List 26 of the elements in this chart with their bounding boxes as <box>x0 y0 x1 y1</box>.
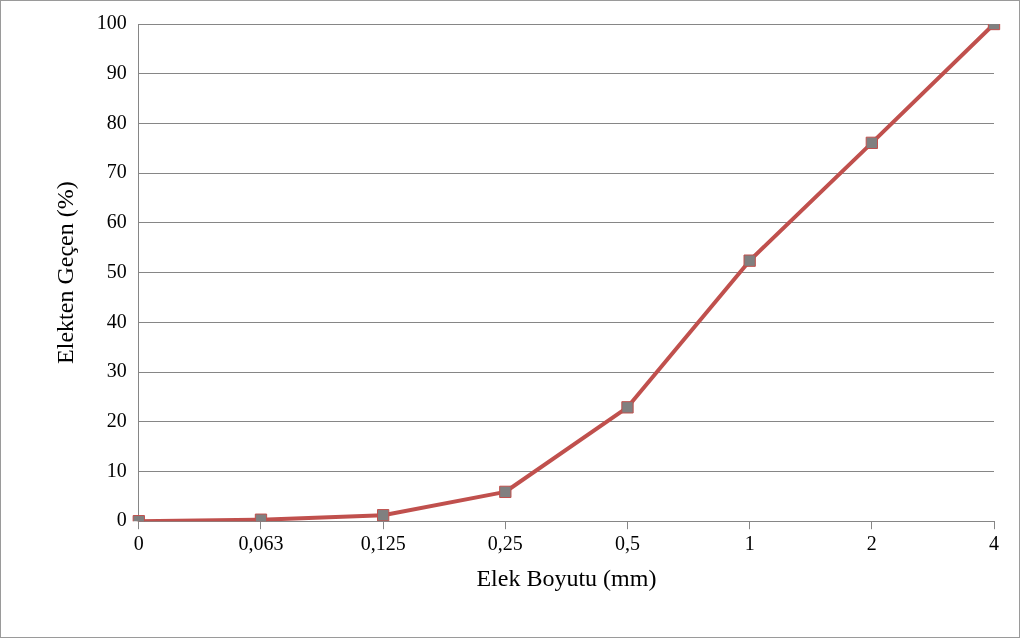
y-tick-label: 80 <box>106 110 127 133</box>
y-tick-label: 0 <box>116 508 127 531</box>
x-tick-label: 0,125 <box>360 532 406 555</box>
y-tick-label: 10 <box>106 458 127 481</box>
x-tick-label: 0,063 <box>238 532 284 555</box>
y-tick-label: 70 <box>106 160 127 183</box>
point <box>376 509 390 522</box>
y-tick-label: 60 <box>106 210 127 233</box>
y-axis-title: Elekten Geçen (%) <box>51 181 78 364</box>
x-axis-title: Elek Boyutu (mm) <box>476 564 657 591</box>
y-tick-label: 40 <box>106 309 127 332</box>
y-tick-label: 90 <box>106 60 127 83</box>
point <box>743 254 756 267</box>
y-tick-label: 30 <box>106 359 127 382</box>
x-tick-label: 0,25 <box>487 532 523 555</box>
y-tick-label: 20 <box>106 409 127 432</box>
y-tick-label: 50 <box>106 259 127 282</box>
x-tick-label: 0 <box>133 532 144 555</box>
y-tick-label: 100 <box>96 11 127 34</box>
x-tick-label: 4 <box>989 532 999 555</box>
point <box>865 136 878 149</box>
x-tick-label: 1 <box>744 532 755 555</box>
x-tick-label: 0,5 <box>614 532 640 555</box>
point <box>621 401 634 414</box>
x-tick-label: 2 <box>866 532 877 555</box>
point <box>499 485 512 499</box>
